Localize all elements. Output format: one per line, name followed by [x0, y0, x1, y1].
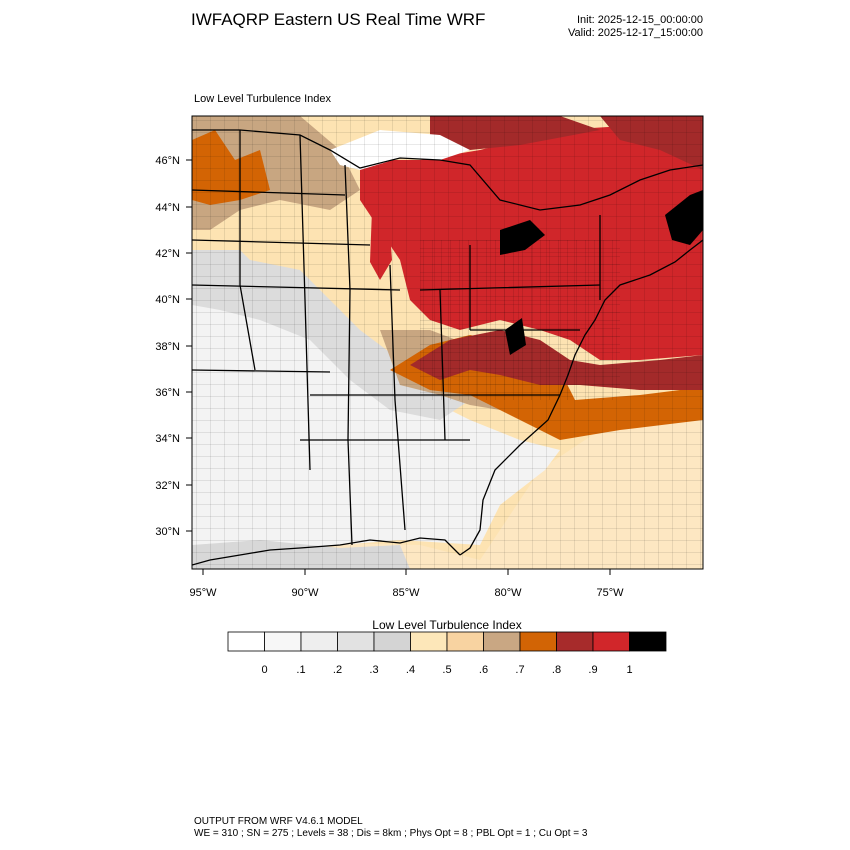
lat-label-38: 38°N [155, 341, 180, 353]
state-boundaries [192, 129, 703, 566]
lat-label-46: 46°N [155, 155, 180, 167]
coastline-east [459, 239, 703, 556]
colorbar-tick-label: .9 [588, 664, 597, 676]
colorbar-tick-label: .1 [296, 664, 305, 676]
init-time: Init: 2025-12-15_00:00:00 [577, 14, 703, 26]
state-lines-verticals [239, 130, 601, 546]
lon-label-90: 90°W [291, 587, 319, 599]
colorbar-tick-label: 1 [626, 664, 632, 676]
latitude-axis: 46°N 44°N 42°N 40°N 38°N 36°N 34°N 32°N … [155, 155, 192, 538]
lat-label-32: 32°N [155, 480, 180, 492]
colorbar: 0 .1 .2 .3 .4 .5 .6 .7 .8 .9 1 [227, 631, 667, 676]
colorbar-swatch [337, 631, 375, 652]
colorbar-tick-label: .6 [479, 664, 488, 676]
state-lines-horizontals [192, 189, 601, 441]
colorbar-swatch [373, 631, 411, 652]
footer-config-line: WE = 310 ; SN = 275 ; Levels = 38 ; Dis … [194, 828, 588, 839]
footer-model-line: OUTPUT FROM WRF V4.6.1 MODEL [194, 816, 363, 827]
lon-label-75: 75°W [596, 587, 624, 599]
colorbar-tick-label: .7 [515, 664, 524, 676]
colorbar-swatch [446, 631, 484, 652]
colorbar-swatch [410, 631, 448, 652]
colorbar-swatch [483, 631, 521, 652]
colorbar-swatch [629, 631, 667, 652]
lon-label-80: 80°W [494, 587, 522, 599]
field-label: Low Level Turbulence Index [194, 93, 331, 105]
colorbar-tick-label: .3 [369, 664, 378, 676]
colorbar-swatch [300, 631, 338, 652]
colorbar-swatch [592, 631, 630, 652]
coastline-gulf [192, 537, 461, 566]
lat-label-36: 36°N [155, 387, 180, 399]
colorbar-swatch [519, 631, 557, 652]
county-lines-fine [420, 240, 620, 400]
map-frame [191, 115, 704, 570]
colorbar-tick-label: 0 [261, 664, 267, 676]
colorbar-tick-label: .2 [333, 664, 342, 676]
lat-label-40: 40°N [155, 294, 180, 306]
colorbar-tick-label: .8 [552, 664, 561, 676]
valid-time: Valid: 2025-12-17_15:00:00 [568, 27, 703, 39]
colorbar-tick-label: .5 [442, 664, 451, 676]
colorbar-swatch [264, 631, 302, 652]
lon-label-95: 95°W [189, 587, 217, 599]
colorbar-swatch [556, 631, 594, 652]
colorbar-tick-label: .4 [406, 664, 415, 676]
lat-label-44: 44°N [155, 202, 180, 214]
lat-label-30: 30°N [155, 526, 180, 538]
lat-label-34: 34°N [155, 433, 180, 445]
lon-label-85: 85°W [392, 587, 420, 599]
lat-label-42: 42°N [155, 248, 180, 260]
border-canada [192, 129, 703, 211]
colorbar-swatch [227, 631, 265, 652]
map-field [192, 116, 703, 569]
colorbar-title: Low Level Turbulence Index [372, 618, 522, 632]
main-title: IWFAQRP Eastern US Real Time WRF [191, 10, 486, 29]
longitude-axis: 95°W 90°W 85°W 80°W 75°W [189, 569, 624, 599]
